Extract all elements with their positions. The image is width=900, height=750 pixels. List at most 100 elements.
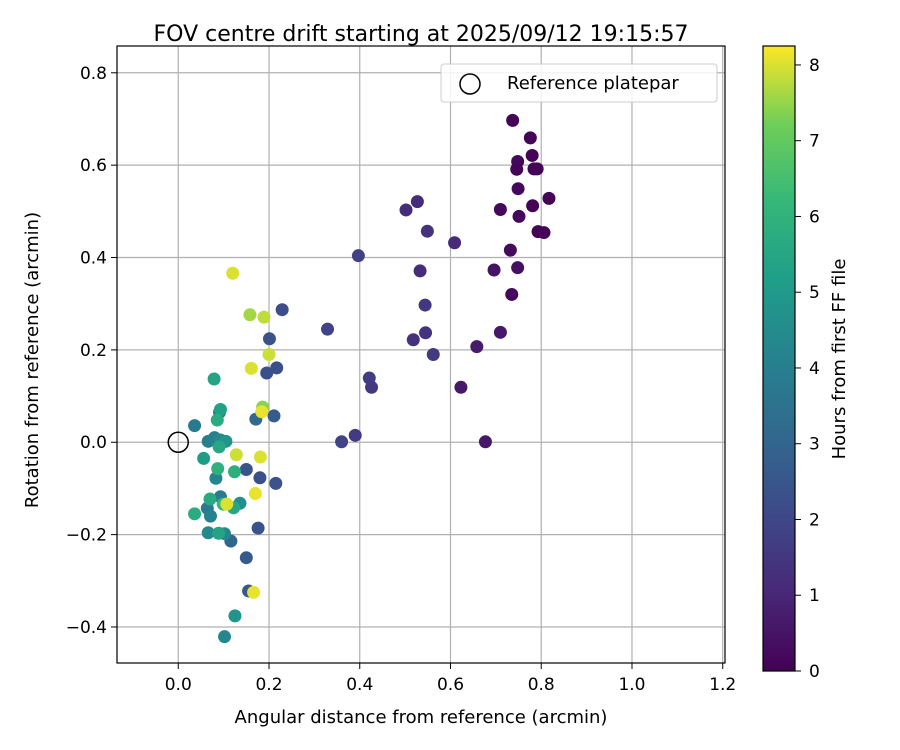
colorbar-tick-label: 8 <box>809 56 820 76</box>
data-point <box>244 361 258 375</box>
data-point <box>505 287 519 301</box>
data-point <box>410 195 424 209</box>
data-point <box>213 402 227 416</box>
y-tick-label: 0.2 <box>80 341 107 361</box>
data-point <box>243 308 257 322</box>
colorbar <box>762 45 796 672</box>
x-tick-label: 0.8 <box>528 675 555 695</box>
data-point <box>493 325 507 339</box>
data-point <box>270 361 284 375</box>
colorbar-label: Hours from first FF file <box>829 259 850 460</box>
data-point <box>267 409 281 423</box>
data-point <box>228 609 242 623</box>
data-point <box>419 326 433 340</box>
data-point <box>530 162 544 176</box>
y-tick-label: 0.4 <box>80 249 107 269</box>
data-point <box>229 448 243 462</box>
colorbar-tick-label: 2 <box>809 510 820 530</box>
y-tick-label: −0.2 <box>66 526 107 546</box>
legend-marker-icon <box>459 73 481 95</box>
x-axis-label: Angular distance from reference (arcmin) <box>235 707 608 728</box>
y-tick-label: 0.6 <box>80 156 107 176</box>
data-point <box>420 224 434 238</box>
data-point <box>426 348 440 361</box>
data-point <box>209 471 223 485</box>
data-point <box>525 148 539 162</box>
plot-frame <box>116 45 726 664</box>
data-point <box>251 521 265 535</box>
grid-lines <box>117 46 725 663</box>
data-point <box>188 419 202 433</box>
legend: Reference platepar <box>440 63 718 103</box>
data-point <box>212 440 226 454</box>
data-point <box>511 182 525 196</box>
data-point <box>275 303 289 317</box>
data-point <box>239 551 253 565</box>
data-point <box>220 497 234 511</box>
data-point <box>207 372 221 386</box>
data-point <box>210 413 224 427</box>
data-point <box>506 113 520 127</box>
data-point <box>511 261 525 275</box>
x-tick-label: 0.0 <box>165 675 192 695</box>
data-point <box>203 492 217 506</box>
data-point <box>503 243 517 257</box>
legend-box <box>440 63 718 103</box>
data-point <box>487 263 501 277</box>
data-point <box>470 340 484 354</box>
data-point <box>510 162 524 176</box>
reference-marker <box>167 431 190 453</box>
data-point <box>478 435 492 449</box>
data-point <box>512 209 526 223</box>
colorbar-tick-label: 5 <box>809 283 820 303</box>
data-point <box>247 585 261 599</box>
data-point <box>226 266 240 280</box>
data-point <box>413 264 427 278</box>
data-point <box>257 310 271 324</box>
x-tick-label: 1.2 <box>709 675 736 695</box>
data-point <box>218 630 232 644</box>
data-point <box>335 435 349 449</box>
x-tick-label: 0.2 <box>255 675 282 695</box>
scatter-points <box>188 113 556 644</box>
data-point <box>448 236 462 250</box>
data-point <box>418 298 432 312</box>
x-axis-ticks: 0.0 0.2 0.4 0.6 0.8 1.0 1.2 <box>165 663 736 695</box>
colorbar-tick-label: 0 <box>809 662 820 682</box>
chart-title: FOV centre drift starting at 2025/09/12 … <box>154 22 689 47</box>
y-axis-label: Rotation from reference (arcmin) <box>22 212 43 508</box>
colorbar-ticks: 0 1 2 3 4 5 6 7 8 <box>795 56 820 682</box>
data-point <box>260 366 274 380</box>
data-point <box>526 199 540 213</box>
data-point <box>351 249 365 263</box>
data-point <box>262 348 276 361</box>
data-point <box>253 471 267 485</box>
data-point <box>248 487 262 501</box>
reference-point <box>167 431 190 453</box>
y-tick-label: 0.0 <box>80 433 107 453</box>
data-point <box>454 380 468 394</box>
data-point <box>239 462 253 476</box>
data-point <box>269 476 283 490</box>
data-point <box>188 507 202 521</box>
data-point <box>493 202 507 216</box>
data-point <box>348 428 362 442</box>
data-point <box>262 332 276 346</box>
colorbar-tick-label: 7 <box>809 132 820 152</box>
data-point <box>212 526 226 540</box>
data-point <box>255 405 269 419</box>
x-tick-label: 0.6 <box>437 675 464 695</box>
data-point <box>201 526 215 540</box>
data-point <box>253 450 267 464</box>
data-point <box>406 333 420 347</box>
data-point <box>228 465 242 479</box>
y-tick-label: −0.4 <box>66 618 107 638</box>
y-tick-label: 0.8 <box>80 64 107 84</box>
colorbar-tick-label: 6 <box>809 207 820 227</box>
data-point <box>537 226 551 240</box>
colorbar-tick-label: 1 <box>809 586 820 606</box>
data-point <box>523 131 537 145</box>
data-point <box>203 509 217 523</box>
data-point <box>197 451 211 465</box>
